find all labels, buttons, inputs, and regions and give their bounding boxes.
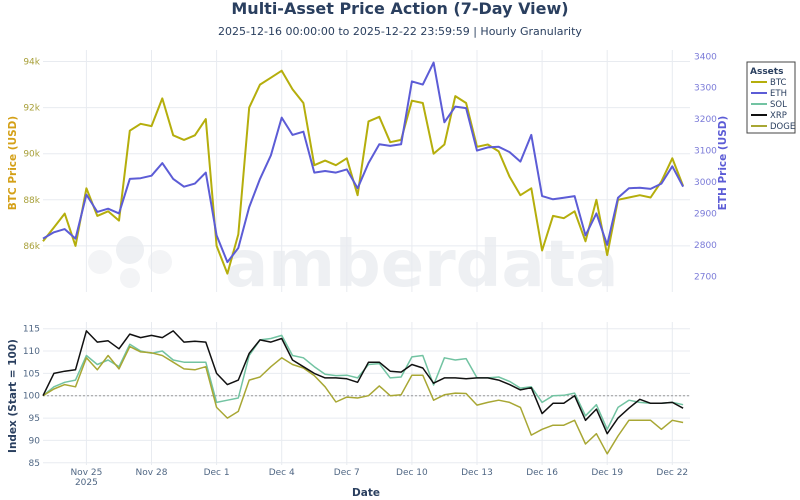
btc-axis-title: BTC Price (USD) xyxy=(7,116,19,210)
series-line-btc xyxy=(42,69,685,275)
x-axis-title: Date xyxy=(352,487,380,499)
btc-tick-label: 88k xyxy=(23,196,40,206)
watermark-logo-icon xyxy=(88,236,172,288)
series-line-sol xyxy=(42,334,684,431)
eth-tick-label: 3300 xyxy=(694,84,717,94)
index-axis-title: Index (Start = 100) xyxy=(7,339,19,453)
legend-label: DOGE xyxy=(770,122,795,132)
eth-tick-label: 2900 xyxy=(694,209,717,219)
x-tick-label: Dec 4 xyxy=(269,468,295,478)
index-tick-label: 110 xyxy=(23,347,40,357)
index-tick-label: 85 xyxy=(29,459,40,469)
legend-item-eth[interactable]: ETH xyxy=(751,89,787,99)
x-tick-label: Dec 19 xyxy=(591,468,623,478)
chart-title: Multi-Asset Price Action (7-Day View) xyxy=(231,0,568,18)
x-tick-label: Dec 13 xyxy=(461,468,493,478)
x-tick-label: Nov 25 xyxy=(70,468,102,478)
series-line-eth xyxy=(42,61,684,264)
legend-item-xrp[interactable]: XRP xyxy=(751,111,787,121)
legend-label: XRP xyxy=(770,111,787,121)
legend-title: Assets xyxy=(750,67,783,77)
series-line-xrp xyxy=(42,330,684,435)
watermark: amberdata xyxy=(225,228,618,302)
index-tick-label: 95 xyxy=(29,414,40,424)
index-tick-label: 100 xyxy=(23,392,40,402)
eth-tick-label: 2800 xyxy=(694,241,717,251)
btc-tick-label: 94k xyxy=(23,58,40,68)
x-tick-year: 2025 xyxy=(75,478,98,488)
legend-label: BTC xyxy=(770,78,787,88)
eth-tick-label: 2700 xyxy=(694,272,717,282)
legend-item-sol[interactable]: SOL xyxy=(751,100,787,110)
legend-label: SOL xyxy=(770,100,787,110)
index-tick-label: 105 xyxy=(23,369,40,379)
legend-label: ETH xyxy=(770,89,787,99)
eth-tick-label: 3100 xyxy=(694,147,717,157)
chart-subtitle: 2025-12-16 00:00:00 to 2025-12-22 23:59:… xyxy=(218,25,582,38)
index-tick-label: 115 xyxy=(23,325,40,335)
x-tick-label: Nov 28 xyxy=(136,468,168,478)
eth-axis-title: ETH Price (USD) xyxy=(717,116,729,211)
x-tick-label: Dec 1 xyxy=(204,468,230,478)
x-tick-label: Dec 7 xyxy=(334,468,360,478)
legend-item-btc[interactable]: BTC xyxy=(751,78,787,88)
eth-tick-label: 3400 xyxy=(694,52,717,62)
x-tick-label: Dec 22 xyxy=(656,468,688,478)
x-tick-label: Dec 16 xyxy=(526,468,558,478)
series-line-doge xyxy=(42,345,684,455)
legend-item-doge[interactable]: DOGE xyxy=(751,122,795,132)
index-tick-label: 90 xyxy=(29,436,41,446)
btc-tick-label: 86k xyxy=(23,242,40,252)
btc-tick-label: 90k xyxy=(23,150,40,160)
btc-tick-label: 92k xyxy=(23,104,40,114)
x-tick-label: Dec 10 xyxy=(396,468,428,478)
eth-tick-label: 3000 xyxy=(694,178,717,188)
eth-tick-label: 3200 xyxy=(694,115,717,125)
